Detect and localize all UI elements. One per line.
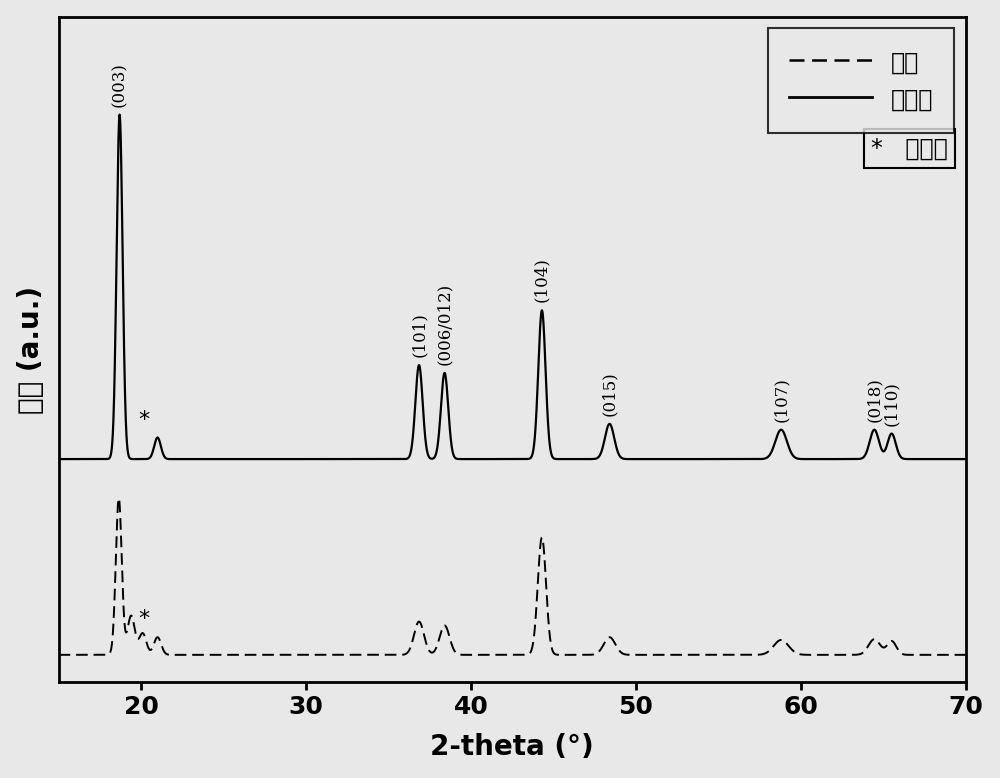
Text: (107): (107)	[773, 377, 790, 422]
Text: (110): (110)	[883, 381, 900, 426]
Text: (006/012): (006/012)	[436, 283, 453, 365]
Text: (104): (104)	[533, 258, 550, 303]
Text: *: *	[139, 410, 150, 429]
Text: (101): (101)	[411, 313, 428, 357]
Y-axis label: 强度 (a.u.): 强度 (a.u.)	[17, 286, 45, 414]
Legend: 原始, 修饰后: 原始, 修饰后	[768, 29, 954, 133]
Text: *: *	[139, 609, 150, 629]
X-axis label: 2-theta (°): 2-theta (°)	[430, 734, 594, 762]
Text: (015): (015)	[601, 371, 618, 416]
Text: (003): (003)	[111, 61, 128, 107]
Text: (018): (018)	[866, 377, 883, 422]
Text: *   超晶格: * 超晶格	[871, 136, 948, 160]
